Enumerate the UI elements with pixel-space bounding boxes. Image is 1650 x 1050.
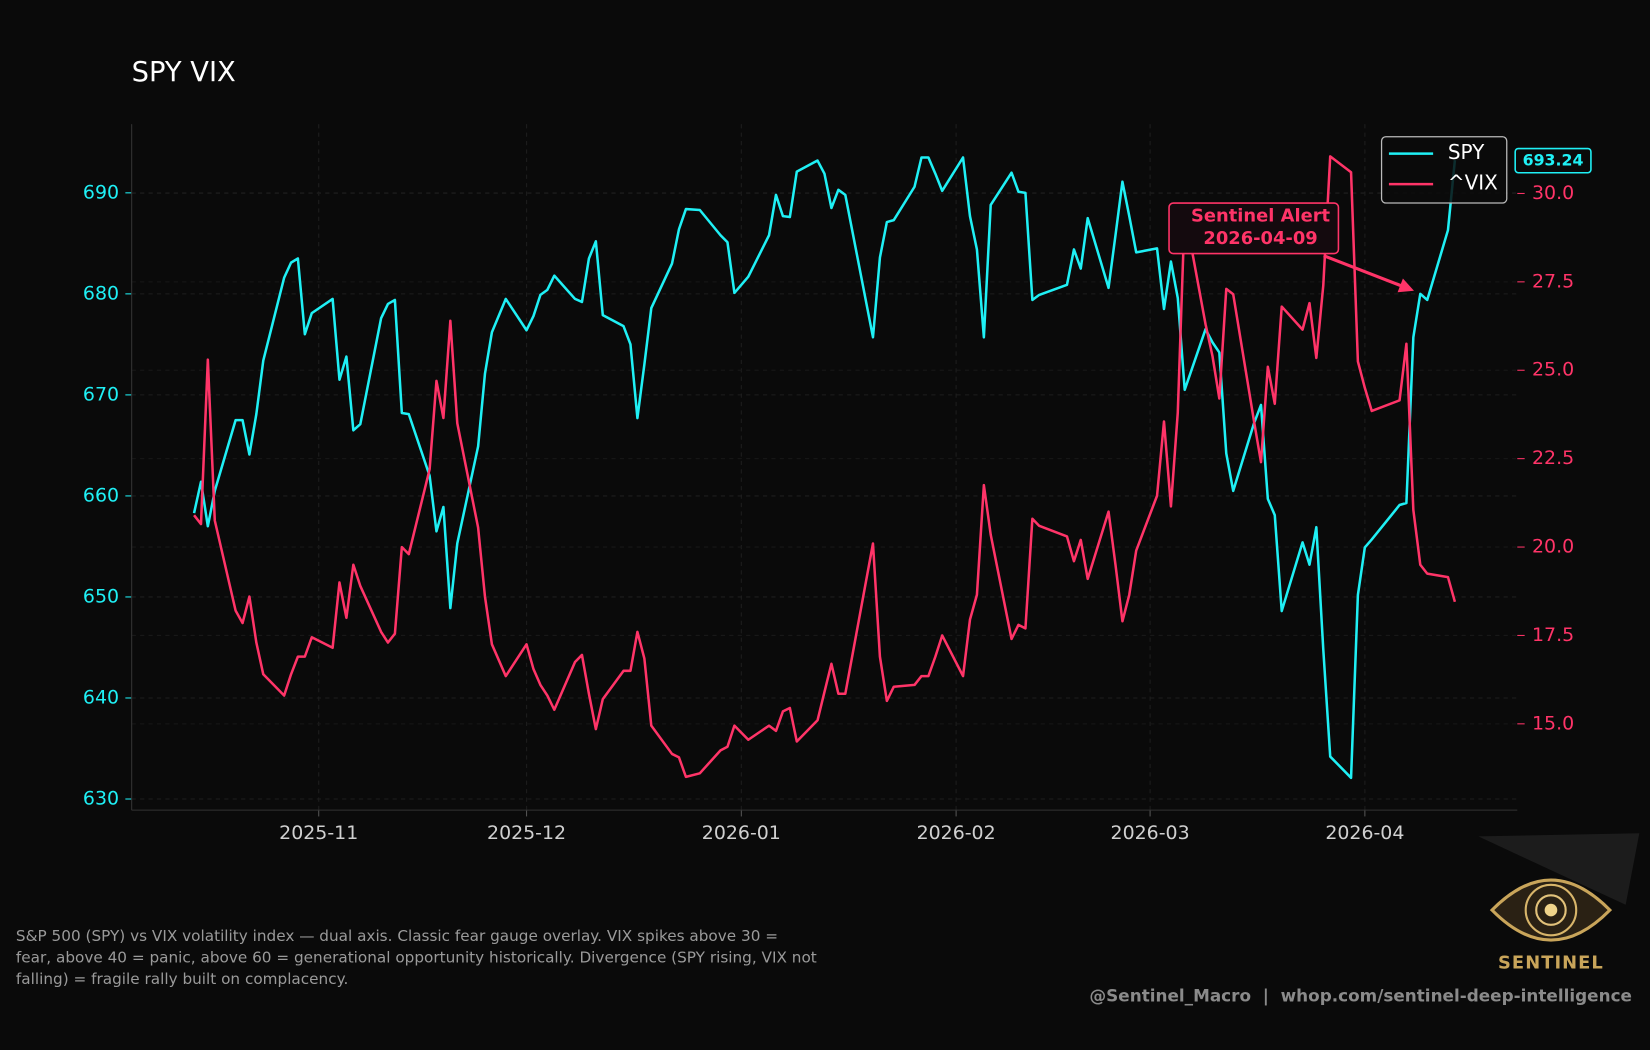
legend-label: ^VIX [1448, 171, 1498, 195]
logo-iris-inner [1535, 894, 1567, 926]
x-tick-label: 2025-11 [279, 822, 358, 844]
logo-pupil [1544, 903, 1558, 917]
y2-tick-label: 17.5 [1532, 624, 1574, 646]
x-tick-label: 2025-12 [487, 822, 566, 844]
x-tick-label: 2026-04 [1325, 822, 1404, 844]
y-tick-label: 640 [83, 686, 119, 708]
x-tick-label: 2026-03 [1111, 822, 1190, 844]
y2-tick-label: 20.0 [1532, 536, 1574, 558]
logo-text: SENTINEL [1498, 953, 1604, 974]
y-tick-label: 630 [83, 788, 119, 810]
credit: @Sentinel_Macro | whop.com/sentinel-deep… [1089, 985, 1632, 1005]
series-line [193, 155, 1457, 779]
y-tick-label: 680 [83, 282, 119, 304]
y-tick-label: 690 [83, 181, 119, 203]
logo-iris [1524, 883, 1578, 937]
legend-label: SPY [1448, 140, 1485, 164]
last-value-box [1514, 147, 1592, 174]
series-line [192, 156, 1457, 780]
annotation-text: Sentinel Alert [1191, 206, 1330, 227]
footnote: falling) = fragile rally built on compla… [16, 970, 348, 988]
x-tick-label: 2026-02 [917, 822, 996, 844]
annotation-arrowhead [1397, 278, 1414, 293]
footnote: S&P 500 (SPY) vs VIX volatility index — … [16, 927, 778, 945]
y2-tick-label: 30.0 [1532, 182, 1574, 204]
annotation-box [1168, 202, 1340, 255]
y2-tick-label: 22.5 [1532, 447, 1574, 469]
logo: SENTINEL [1478, 833, 1640, 974]
y2-tick-label: 25.0 [1532, 359, 1574, 381]
last-value-label: 693.24 [1523, 151, 1584, 170]
footnote: fear, above 40 = panic, above 60 = gener… [16, 948, 817, 966]
y2-tick-label: 27.5 [1532, 270, 1574, 292]
y-tick-label: 670 [83, 383, 119, 405]
annotation-arrow [1323, 254, 1407, 290]
chart-title: SPY VIX [132, 57, 236, 88]
y-tick-label: 660 [83, 484, 119, 506]
annotation-text: 2026-04-09 [1203, 228, 1317, 249]
x-tick-label: 2026-01 [702, 822, 781, 844]
logo-shadow [1478, 833, 1640, 905]
y-tick-label: 650 [83, 585, 119, 607]
y2-tick-label: 15.0 [1532, 712, 1574, 734]
